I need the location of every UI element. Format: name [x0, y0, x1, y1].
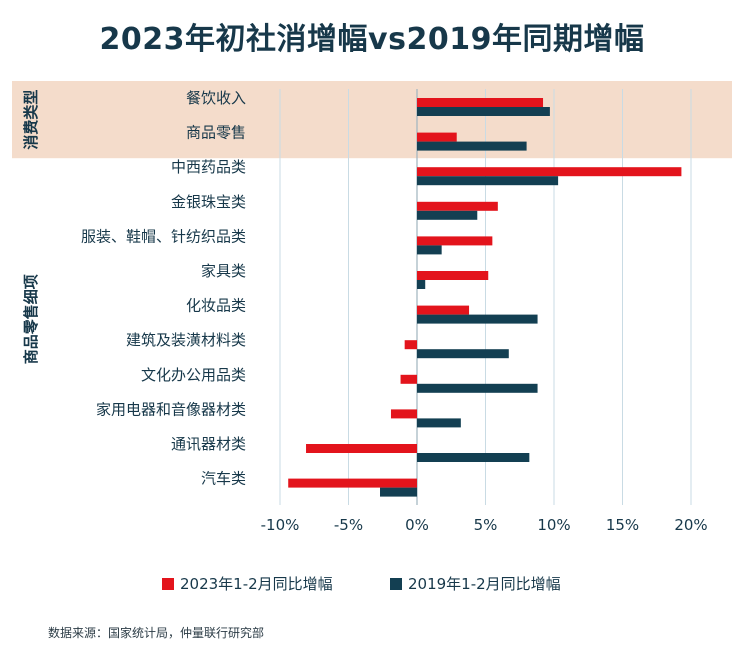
x-tick-label-0: -10% [261, 516, 300, 534]
source-note: 数据来源：国家统计局，仲量联行研究部 [48, 626, 265, 640]
category-label-9: 家用电器和音像器材类 [96, 400, 246, 418]
chart-title: 2023年初社消增幅vs2019年同期增幅 [99, 22, 645, 57]
bar-s1-10 [306, 444, 417, 453]
x-tick-label-2: 0% [405, 516, 429, 534]
category-label-3: 金银珠宝类 [171, 193, 246, 211]
category-label-11: 汽车类 [201, 470, 246, 488]
x-tick-label-1: -5% [334, 516, 363, 534]
bar-s2-1 [417, 141, 527, 151]
bar-s1-6 [417, 305, 470, 315]
category-label-8: 文化办公用品类 [141, 366, 246, 384]
bar-s2-5 [417, 280, 426, 289]
bar-s1-8 [400, 374, 417, 384]
bar-s1-7 [404, 340, 417, 350]
category-label-5: 家具类 [201, 262, 246, 280]
category-label-7: 建筑及装潢材料类 [126, 331, 246, 349]
category-label-0: 餐饮收入 [186, 89, 246, 107]
bar-s2-4 [417, 245, 442, 255]
bar-s1-9 [390, 409, 417, 419]
x-tick-label-3: 5% [474, 516, 498, 534]
group-label-1: 商品零售细项 [22, 274, 40, 364]
bar-s1-11 [288, 478, 417, 488]
bar-s2-8 [417, 383, 538, 393]
legend-label-0: 2023年1-2月同比增幅 [180, 575, 333, 593]
bar-s2-6 [417, 314, 538, 324]
bar-s2-7 [417, 349, 509, 359]
legend-swatch-0 [162, 578, 174, 590]
x-tick-label-5: 15% [606, 516, 639, 534]
bar-s1-2 [417, 167, 682, 177]
bar-s1-3 [417, 201, 498, 211]
category-label-4: 服装、鞋帽、针纺织品类 [81, 227, 246, 245]
group-label-0: 消费类型 [22, 90, 40, 150]
bar-s2-0 [417, 107, 550, 116]
bar-s2-10 [417, 453, 530, 462]
group-band-0 [12, 81, 732, 159]
legend-label-1: 2019年1-2月同比增幅 [408, 575, 561, 593]
category-label-6: 化妆品类 [186, 297, 246, 315]
legend-swatch-1 [390, 578, 402, 590]
x-tick-label-6: 20% [674, 516, 707, 534]
bar-s2-3 [417, 210, 478, 220]
category-label-1: 商品零售 [186, 124, 246, 142]
category-label-10: 通讯器材类 [171, 435, 246, 453]
x-tick-label-4: 10% [537, 516, 570, 534]
bar-s1-5 [417, 271, 489, 280]
bar-s1-1 [417, 132, 457, 142]
bar-s2-11 [380, 487, 417, 497]
category-label-2: 中西药品类 [171, 158, 246, 176]
bar-s1-4 [417, 236, 493, 246]
bar-s2-2 [417, 176, 559, 186]
bar-s2-9 [417, 418, 461, 428]
bar-s1-0 [417, 98, 544, 107]
